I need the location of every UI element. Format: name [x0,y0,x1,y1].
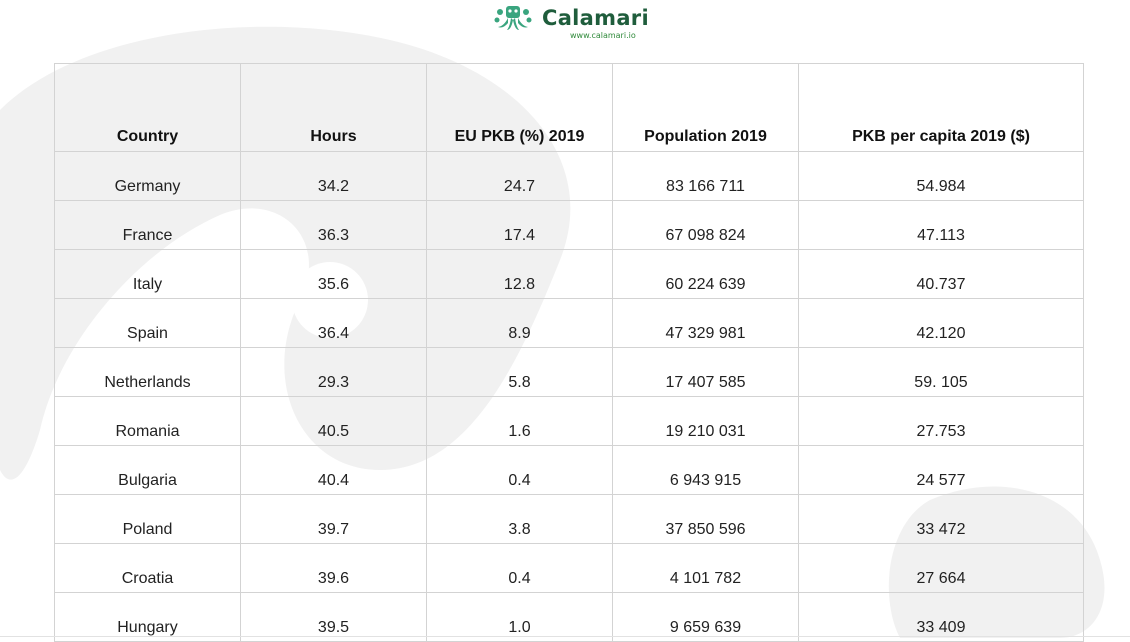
table-row: Poland 39.7 3.8 37 850 596 33 472 [54,494,1084,544]
cell-hours: 34.2 [240,151,427,201]
cell-population: 47 329 981 [612,298,799,348]
cell-eu-pkb: 0.4 [426,543,613,593]
cell-hours: 39.6 [240,543,427,593]
cell-hours: 40.5 [240,396,427,446]
cell-country: Bulgaria [54,445,241,495]
table-row: Netherlands 29.3 5.8 17 407 585 59. 105 [54,347,1084,397]
cell-hours: 39.5 [240,592,427,642]
cell-population: 4 101 782 [612,543,799,593]
column-header-pkb-per-capita: PKB per capita 2019 ($) [798,63,1084,152]
cell-eu-pkb: 3.8 [426,494,613,544]
cell-country: Netherlands [54,347,241,397]
cell-country: Italy [54,249,241,299]
cell-population: 6 943 915 [612,445,799,495]
countries-table: Country Hours EU PKB (%) 2019 Population 20… [54,63,1084,642]
cell-pkb-per-capita: 33 409 [798,592,1084,642]
cell-eu-pkb: 5.8 [426,347,613,397]
cell-pkb-per-capita: 33 472 [798,494,1084,544]
cell-pkb-per-capita: 27 664 [798,543,1084,593]
cell-pkb-per-capita: 24 577 [798,445,1084,495]
cell-population: 83 166 711 [612,151,799,201]
cell-population: 37 850 596 [612,494,799,544]
cell-population: 67 098 824 [612,200,799,250]
column-header-population: Population 2019 [612,63,799,152]
cell-hours: 35.6 [240,249,427,299]
table-row: Hungary 39.5 1.0 9 659 639 33 409 [54,592,1084,642]
cell-eu-pkb: 1.0 [426,592,613,642]
cell-pkb-per-capita: 54.984 [798,151,1084,201]
cell-pkb-per-capita: 47.113 [798,200,1084,250]
table-row: Romania 40.5 1.6 19 210 031 27.753 [54,396,1084,446]
cell-hours: 36.4 [240,298,427,348]
brand-name: Calamari [542,6,649,30]
table-row: France 36.3 17.4 67 098 824 47.113 [54,200,1084,250]
table-row: Italy 35.6 12.8 60 224 639 40.737 [54,249,1084,299]
table-row: Croatia 39.6 0.4 4 101 782 27 664 [54,543,1084,593]
cell-pkb-per-capita: 59. 105 [798,347,1084,397]
cell-eu-pkb: 1.6 [426,396,613,446]
table-header: Country Hours EU PKB (%) 2019 Population 20… [54,63,1084,152]
cell-population: 9 659 639 [612,592,799,642]
cell-country: Poland [54,494,241,544]
brand-url[interactable]: www.calamari.io [570,31,636,40]
cell-pkb-per-capita: 42.120 [798,298,1084,348]
cell-country: Croatia [54,543,241,593]
table-row: Bulgaria 40.4 0.4 6 943 915 24 577 [54,445,1084,495]
cell-eu-pkb: 24.7 [426,151,613,201]
table-row: Spain 36.4 8.9 47 329 981 42.120 [54,298,1084,348]
octopus-logo-icon [494,6,532,30]
cell-population: 17 407 585 [612,347,799,397]
cell-pkb-per-capita: 40.737 [798,249,1084,299]
cell-hours: 36.3 [240,200,427,250]
cell-eu-pkb: 12.8 [426,249,613,299]
table-row: Germany 34.2 24.7 83 166 711 54.984 [54,151,1084,201]
column-header-hours: Hours [240,63,427,152]
table-body: Germany 34.2 24.7 83 166 711 54.984 France 36.… [54,151,1084,642]
cell-eu-pkb: 17.4 [426,200,613,250]
column-header-country: Country [54,63,241,152]
cell-country: France [54,200,241,250]
cell-population: 60 224 639 [612,249,799,299]
header-row: Country Hours EU PKB (%) 2019 Population 20… [54,63,1084,152]
cell-hours: 39.7 [240,494,427,544]
cell-country: Hungary [54,592,241,642]
cell-hours: 40.4 [240,445,427,495]
cell-hours: 29.3 [240,347,427,397]
cell-country: Spain [54,298,241,348]
cell-population: 19 210 031 [612,396,799,446]
cell-pkb-per-capita: 27.753 [798,396,1084,446]
cell-eu-pkb: 8.9 [426,298,613,348]
cell-country: Germany [54,151,241,201]
cell-eu-pkb: 0.4 [426,445,613,495]
cell-country: Romania [54,396,241,446]
column-header-eu-pkb: EU PKB (%) 2019 [426,63,613,152]
footer-divider [0,636,1130,637]
